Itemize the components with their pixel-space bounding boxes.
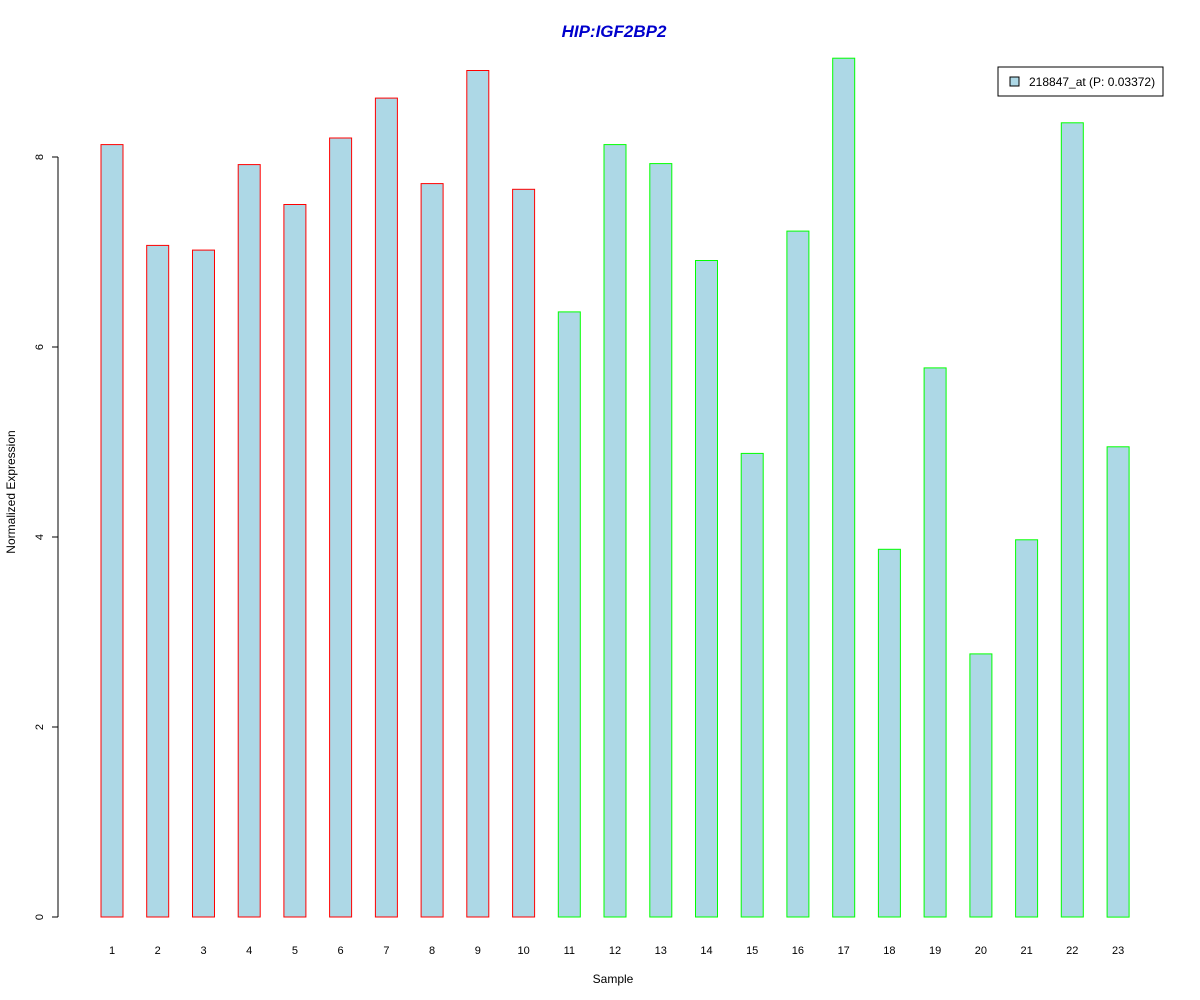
x-tick-label: 3 <box>200 945 206 957</box>
bar-sample-15 <box>740 452 764 918</box>
bar-sample-21 <box>1015 539 1039 918</box>
bar-sample-10 <box>512 188 536 918</box>
x-tick-label: 12 <box>609 945 621 957</box>
x-tick-label: 1 <box>109 945 115 957</box>
x-tick-label: 17 <box>838 945 850 957</box>
legend: 218847_at (P: 0.03372) <box>997 66 1164 97</box>
bar-sample-20 <box>969 653 993 918</box>
y-tick-label: 2 <box>34 724 46 730</box>
bar-sample-22 <box>1060 122 1084 918</box>
x-tick-label: 15 <box>746 945 758 957</box>
bar-sample-3 <box>192 249 215 918</box>
y-tick-label: 8 <box>34 154 46 160</box>
bar-sample-5 <box>283 204 307 918</box>
x-tick-label: 14 <box>700 945 712 957</box>
x-tick-label: 11 <box>564 945 575 957</box>
bar-sample-7 <box>374 97 398 918</box>
bar-sample-2 <box>146 244 170 918</box>
bar-sample-14 <box>695 260 718 918</box>
x-tick-label: 2 <box>155 945 161 957</box>
x-tick-label: 13 <box>655 945 667 957</box>
x-tick-label: 18 <box>883 945 895 957</box>
bar-sample-12 <box>603 144 627 918</box>
x-tick-label: 16 <box>792 945 804 957</box>
bar-sample-19 <box>923 367 947 918</box>
x-tick-label: 8 <box>429 945 435 957</box>
x-tick-label: 22 <box>1066 945 1078 957</box>
legend-label: 218847_at (P: 0.03372) <box>1029 75 1155 89</box>
x-tick-label: 20 <box>975 945 987 957</box>
y-tick-label: 6 <box>34 344 46 350</box>
x-tick-label: 21 <box>1020 945 1032 957</box>
bar-sample-23 <box>1106 446 1130 918</box>
x-tick-label: 6 <box>338 945 344 957</box>
x-tick-label: 4 <box>246 945 252 957</box>
x-tick-label: 10 <box>517 945 529 957</box>
bar-sample-18 <box>877 548 901 918</box>
y-axis-label: Normalized Expression <box>4 430 18 553</box>
bar-sample-13 <box>649 163 673 918</box>
bar-sample-8 <box>420 183 444 918</box>
x-tick-label: 9 <box>475 945 481 957</box>
bar-sample-1 <box>100 144 124 918</box>
bar-sample-11 <box>557 311 581 918</box>
bar-sample-9 <box>466 70 490 918</box>
legend-swatch <box>1009 76 1020 87</box>
x-tick-label: 23 <box>1112 945 1124 957</box>
bar-sample-17 <box>832 57 856 918</box>
y-axis: 0 2 4 6 8 <box>34 154 59 920</box>
bar-sample-16 <box>786 230 810 918</box>
x-axis-label: Sample <box>593 972 634 986</box>
legend-box <box>997 66 1164 97</box>
bar-sample-6 <box>329 137 353 918</box>
y-tick-label: 0 <box>34 914 46 920</box>
x-tick-label: 7 <box>383 945 389 957</box>
x-tick-label: 5 <box>292 945 298 957</box>
bar-sample-4 <box>237 164 261 918</box>
chart-title: HIP:IGF2BP2 <box>562 22 667 41</box>
bars-group <box>100 57 1130 918</box>
x-axis-ticks: 1 2 3 4 5 6 7 8 9 10 11 12 13 14 15 16 17 18 19 20 21 22 23 <box>109 945 1124 957</box>
x-tick-label: 19 <box>929 945 941 957</box>
y-tick-label: 4 <box>34 534 46 540</box>
